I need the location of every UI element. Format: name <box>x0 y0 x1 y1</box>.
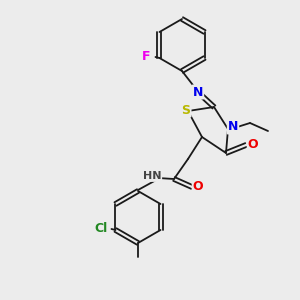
Text: N: N <box>193 85 203 98</box>
Text: HN: HN <box>143 171 161 181</box>
Text: O: O <box>248 137 258 151</box>
Text: N: N <box>228 121 238 134</box>
Text: S: S <box>182 103 190 116</box>
Text: Cl: Cl <box>95 221 108 235</box>
Text: O: O <box>193 181 203 194</box>
Text: F: F <box>142 50 151 62</box>
